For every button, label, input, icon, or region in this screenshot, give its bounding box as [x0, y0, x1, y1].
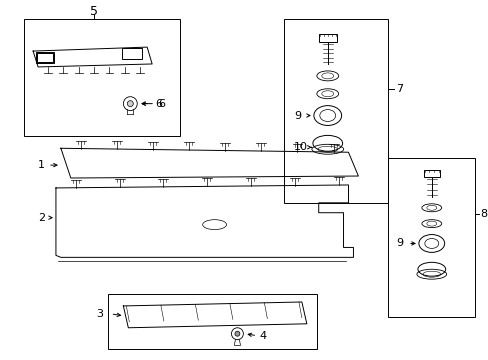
Text: 9: 9: [395, 238, 403, 248]
Bar: [318, 34, 336, 42]
Text: 6: 6: [158, 99, 165, 109]
Text: 6: 6: [155, 99, 162, 109]
Bar: [108, 294, 316, 348]
Text: 1: 1: [38, 160, 45, 170]
Bar: [387, 158, 474, 317]
Bar: [284, 19, 387, 203]
Bar: [122, 48, 142, 59]
Text: 4: 4: [259, 331, 266, 341]
Text: 2: 2: [38, 213, 45, 223]
Text: 7: 7: [395, 84, 403, 94]
Bar: [37, 53, 53, 62]
Text: 5: 5: [90, 5, 98, 18]
Bar: [24, 19, 180, 136]
Ellipse shape: [234, 331, 240, 336]
Text: 10: 10: [293, 142, 307, 152]
Text: 3: 3: [96, 309, 103, 319]
Ellipse shape: [127, 101, 133, 107]
Text: 8: 8: [479, 209, 487, 219]
Text: 9: 9: [293, 111, 301, 121]
Bar: [36, 52, 54, 63]
Bar: [423, 170, 439, 177]
